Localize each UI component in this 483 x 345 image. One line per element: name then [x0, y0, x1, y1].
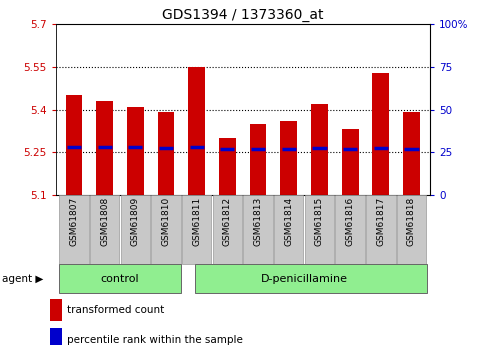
- Bar: [50, 299, 62, 322]
- Bar: [196, 264, 427, 293]
- Text: GSM61814: GSM61814: [284, 197, 293, 246]
- Text: D-penicillamine: D-penicillamine: [260, 274, 348, 284]
- Bar: [397, 195, 426, 264]
- Bar: [59, 264, 181, 293]
- Text: GSM61811: GSM61811: [192, 197, 201, 246]
- Text: GSM61818: GSM61818: [407, 197, 416, 246]
- Bar: [250, 124, 267, 195]
- Title: GDS1394 / 1373360_at: GDS1394 / 1373360_at: [162, 8, 324, 22]
- Bar: [59, 195, 89, 264]
- Bar: [372, 72, 389, 195]
- Bar: [127, 107, 144, 195]
- Bar: [213, 195, 242, 264]
- Bar: [66, 95, 83, 195]
- Bar: [305, 195, 334, 264]
- Text: agent ▶: agent ▶: [2, 274, 44, 284]
- Bar: [157, 112, 174, 195]
- Text: GSM61807: GSM61807: [70, 197, 78, 246]
- Bar: [335, 195, 365, 264]
- Bar: [90, 195, 119, 264]
- Text: GSM61816: GSM61816: [346, 197, 355, 246]
- Text: GSM61810: GSM61810: [161, 197, 170, 246]
- Text: GSM61808: GSM61808: [100, 197, 109, 246]
- Text: GSM61815: GSM61815: [315, 197, 324, 246]
- Bar: [311, 104, 328, 195]
- Bar: [403, 112, 420, 195]
- Text: percentile rank within the sample: percentile rank within the sample: [67, 335, 243, 345]
- Text: GSM61812: GSM61812: [223, 197, 232, 246]
- Bar: [121, 195, 150, 264]
- Bar: [366, 195, 396, 264]
- Bar: [280, 121, 297, 195]
- Text: control: control: [100, 274, 139, 284]
- Bar: [243, 195, 273, 264]
- Text: transformed count: transformed count: [67, 305, 164, 315]
- Text: GSM61813: GSM61813: [254, 197, 263, 246]
- Bar: [219, 138, 236, 195]
- Bar: [182, 195, 212, 264]
- Bar: [188, 67, 205, 195]
- Bar: [96, 101, 113, 195]
- Bar: [50, 328, 62, 345]
- Text: GSM61809: GSM61809: [131, 197, 140, 246]
- Bar: [341, 129, 358, 195]
- Bar: [151, 195, 181, 264]
- Bar: [274, 195, 303, 264]
- Text: GSM61817: GSM61817: [376, 197, 385, 246]
